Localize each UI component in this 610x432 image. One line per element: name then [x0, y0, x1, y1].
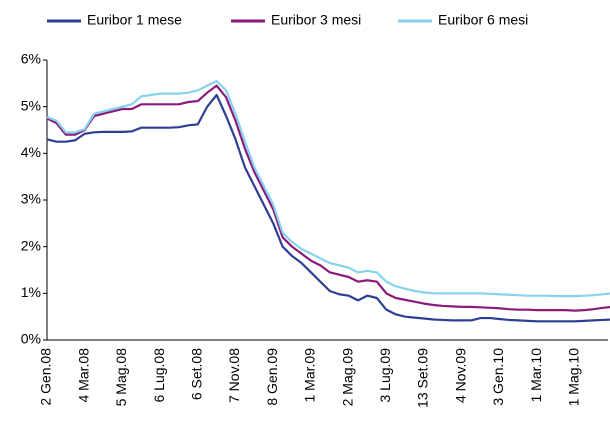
- x-tick-label: 6 Set.08: [189, 348, 205, 400]
- legend-label: Euribor 3 mesi: [271, 12, 361, 28]
- x-tick-label: 2 Mag.09: [339, 348, 355, 407]
- y-tick-label: 4%: [21, 144, 41, 160]
- x-tick-label: 6 Lug.08: [151, 348, 167, 403]
- x-tick-label: 1 Mar.10: [528, 348, 544, 403]
- x-tick-label: 4 Mar.08: [75, 348, 91, 403]
- x-tick-label: 5 Mag.08: [113, 348, 129, 407]
- y-tick-label: 1%: [21, 284, 41, 300]
- legend-label: Euribor 1 mese: [87, 12, 182, 28]
- x-tick-label: 7 Nov.08: [226, 348, 242, 403]
- legend-label: Euribor 6 mesi: [438, 12, 528, 28]
- line: [46, 84, 610, 312]
- y-tick-label: 0%: [21, 331, 41, 347]
- y-tick-label: 6%: [21, 51, 41, 67]
- x-tick-label: 13 Set.09: [415, 348, 431, 408]
- x-tick-label: 3 Lug.09: [377, 348, 393, 403]
- y-tick-label: 2%: [21, 237, 41, 253]
- x-tick-label: 8 Gen.09: [264, 348, 280, 406]
- x-tick-label: 3 Gen.10: [490, 348, 506, 406]
- x-tick-label: 1 Mag.10: [566, 348, 582, 407]
- x-tick-label: 1 Mar.09: [302, 348, 318, 403]
- line: [46, 93, 610, 323]
- y-tick-label: 5%: [21, 97, 41, 113]
- x-tick-label: 2 Gen.08: [38, 348, 54, 406]
- x-tick-label: 4 Nov.09: [452, 348, 468, 403]
- y-tick-label: 3%: [21, 191, 41, 207]
- line: [46, 79, 610, 298]
